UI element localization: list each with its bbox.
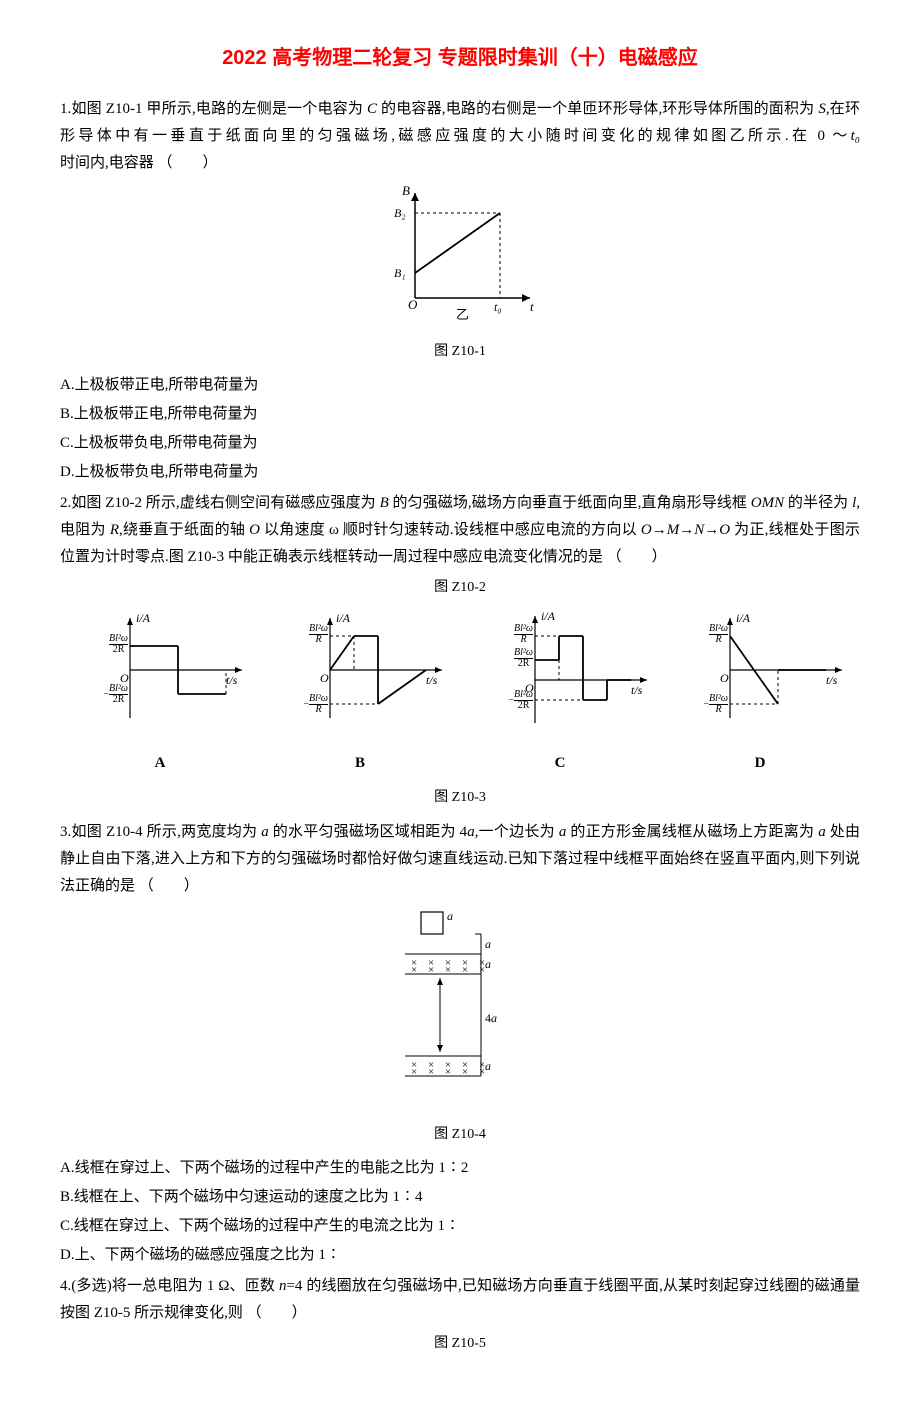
page-title: 2022 高考物理二轮复习 专题限时集训（十）电磁感应 (60, 40, 860, 76)
svg-text:O: O (720, 671, 729, 685)
q3-choice-B: B.线框在上、下两个磁场中匀速运动的速度之比为 1∶4 (60, 1184, 860, 1211)
svg-text:B: B (402, 183, 410, 198)
q3-svg: a a × × × × × a 4a × × × × × a × × × × ×… (385, 906, 535, 1106)
q3-fig-caption: 图 Z10-4 (60, 1122, 860, 1147)
q1-figure: B t O B₁ B₂ t₀ 乙 (60, 183, 860, 333)
q2-optC: i/A t/s O Bl (460, 608, 660, 777)
q2-optA: i/A t/s O Bl²ω2R −Bl²ω2R A (60, 608, 260, 777)
svg-text:a: a (485, 937, 491, 951)
q2-optB-label: B (260, 750, 460, 777)
q3-a0: a (261, 824, 269, 840)
q3-t3: 的正方形金属线框从磁场上方距离为 (566, 824, 818, 840)
q1-choice-D: D.上极板带负电,所带电荷量为 (60, 459, 860, 486)
q2-text: 2.如图 Z10-2 所示,虚线右侧空间有磁感应强度为 B 的匀强磁场,磁场方向… (60, 490, 860, 571)
q1-choice-C: C.上极板带负电,所带电荷量为 (60, 430, 860, 457)
q2-optD: i/A t/s O Bl²ωR −Bl²ωR D (660, 608, 860, 777)
q4-text: 4.(多选)将一总电阻为 1 Ω、匝数 n=4 的线圈放在匀强磁场中,已知磁场方… (60, 1273, 860, 1327)
q2-path: O→M→N→O (641, 522, 730, 538)
q3-choice-D: D.上、下两个磁场的磁感应强度之比为 1∶ (60, 1242, 860, 1269)
q2-options-row: i/A t/s O Bl²ω2R −Bl²ω2R A (60, 608, 860, 777)
svg-text:× × × × ×: × × × × × (411, 964, 489, 976)
svg-text:B₂: B₂ (394, 206, 406, 220)
q2-fig2-caption: 图 Z10-2 (60, 575, 860, 600)
q1-t0: 1.如图 Z10-1 甲所示,电路的左侧是一个电容为 (60, 101, 367, 117)
svg-text:O: O (120, 671, 129, 685)
svg-text:i/A: i/A (136, 611, 151, 625)
svg-text:i/A: i/A (736, 611, 751, 625)
q2-optA-label: A (60, 750, 260, 777)
svg-text:× × × × ×: × × × × × (411, 1066, 489, 1078)
q2-optD-svg: i/A t/s O Bl²ωR −Bl²ωR (670, 608, 850, 738)
q2-optC-svg: i/A t/s O Bl (465, 608, 655, 738)
svg-text:i/A: i/A (336, 611, 351, 625)
q1-choice-A: A.上极板带正电,所带电荷量为 (60, 372, 860, 399)
q2-t0: 2.如图 Z10-2 所示,虚线右侧空间有磁感应强度为 (60, 495, 380, 511)
q3-a3: a (818, 824, 826, 840)
svg-text:i/A: i/A (541, 609, 556, 623)
q2-fig3-caption: 图 Z10-3 (60, 785, 860, 810)
q4-fig-caption: 图 Z10-5 (60, 1331, 860, 1356)
q1-graph-svg: B t O B₁ B₂ t₀ 乙 (380, 183, 540, 323)
svg-text:t/s: t/s (426, 673, 438, 687)
q1-t3: 时间内,电容器 （ ） (60, 155, 218, 171)
svg-text:t/s: t/s (826, 673, 838, 687)
q2-t5: 以角速度 ω 顺时针匀速转动.设线框中感应电流的方向以 (260, 522, 641, 538)
q1-var-C: C (367, 101, 377, 117)
q2-t4: ,绕垂直于纸面的轴 (119, 522, 249, 538)
q2-optA-svg: i/A t/s O Bl²ω2R −Bl²ω2R (70, 608, 250, 738)
q1-var-t0: t₀ (851, 128, 860, 144)
q1-t1: 的电容器,电路的右侧是一个单匝环形导体,环形导体所围的面积为 (377, 101, 818, 117)
svg-text:O: O (408, 297, 418, 312)
svg-text:t/s: t/s (631, 683, 643, 697)
q2-OMN: OMN (751, 495, 784, 511)
q2-optB: i/A t/s O Bl²ωR −Bl²ωR B (260, 608, 460, 777)
q1-choice-B: B.上极板带正电,所带电荷量为 (60, 401, 860, 428)
svg-text:B₁: B₁ (394, 266, 406, 280)
q2-optC-label: C (460, 750, 660, 777)
q2-R: R (110, 522, 119, 538)
svg-text:t₀: t₀ (494, 300, 502, 314)
svg-text:t: t (530, 299, 534, 314)
q3-a1: a (467, 824, 475, 840)
q3-t2: ,一个边长为 (475, 824, 559, 840)
q3-choice-C: C.线框在穿过上、下两个磁场的过程中产生的电流之比为 1∶ (60, 1213, 860, 1240)
svg-text:4a: 4a (485, 1011, 497, 1025)
q1-fig-caption: 图 Z10-1 (60, 339, 860, 364)
svg-text:O: O (320, 671, 329, 685)
q4-t0: 4.(多选)将一总电阻为 1 Ω、匝数 (60, 1278, 279, 1294)
q3-t1: 的水平匀强磁场区域相距为 4 (269, 824, 467, 840)
q2-O: O (249, 522, 260, 538)
q3-figure: a a × × × × × a 4a × × × × × a × × × × ×… (60, 906, 860, 1116)
q3-t0: 3.如图 Z10-4 所示,两宽度均为 (60, 824, 261, 840)
svg-text:a: a (447, 909, 453, 923)
q2-t2: 的半径为 (784, 495, 852, 511)
q2-optB-svg: i/A t/s O Bl²ωR −Bl²ωR (270, 608, 450, 738)
q2-B: B (380, 495, 389, 511)
q3-text: 3.如图 Z10-4 所示,两宽度均为 a 的水平匀强磁场区域相距为 4a,一个… (60, 819, 860, 900)
svg-text:乙: 乙 (456, 307, 469, 322)
q1-var-S: S (818, 101, 826, 117)
q2-t1: 的匀强磁场,磁场方向垂直于纸面向里,直角扇形导线框 (389, 495, 751, 511)
svg-text:t/s: t/s (226, 673, 238, 687)
q2-optD-label: D (660, 750, 860, 777)
q3-choice-A: A.线框在穿过上、下两个磁场的过程中产生的电能之比为 1∶2 (60, 1155, 860, 1182)
q1-text: 1.如图 Z10-1 甲所示,电路的左侧是一个电容为 C 的电容器,电路的右侧是… (60, 96, 860, 177)
